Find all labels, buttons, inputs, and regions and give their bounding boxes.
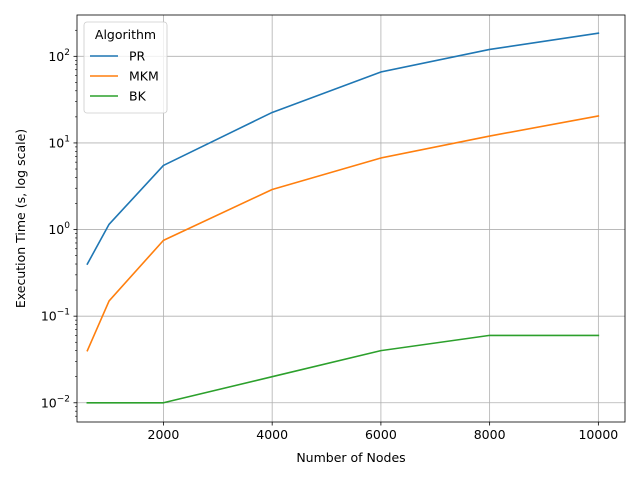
legend-box xyxy=(83,21,168,114)
y-tick-label: 100 xyxy=(48,221,70,237)
tick-layer: 2000 4000 6000 8000 10000 10−2 10−1 100 101 102 xyxy=(41,29,618,442)
x-axis-label: Number of Nodes xyxy=(296,450,405,465)
series-layer xyxy=(86,32,600,404)
x-tick-label: 10000 xyxy=(578,427,618,442)
x-tick-label: 8000 xyxy=(474,427,506,442)
series-line-pr xyxy=(86,32,600,266)
x-tick-label: 2000 xyxy=(148,427,180,442)
y-tick-label: 102 xyxy=(48,48,70,64)
series-line-bk xyxy=(86,334,600,404)
legend-title: Algorithm xyxy=(95,27,156,42)
series-line-mkm xyxy=(86,115,600,352)
y-tick-label: 101 xyxy=(48,134,70,150)
legend-label-mkm: MKM xyxy=(129,69,159,84)
y-tick-label: 10−1 xyxy=(41,308,70,324)
plot-frame xyxy=(76,14,626,423)
legend-label-bk: BK xyxy=(129,89,147,104)
y-axis-label: Execution Time (s, log scale) xyxy=(13,129,28,308)
y-tick-label: 10−2 xyxy=(41,394,70,410)
x-tick-label: 4000 xyxy=(256,427,288,442)
legend: Algorithm PR MKM BK xyxy=(83,21,168,114)
legend-label-pr: PR xyxy=(129,49,146,64)
x-tick-label: 6000 xyxy=(365,427,397,442)
grid-layer xyxy=(77,15,625,422)
